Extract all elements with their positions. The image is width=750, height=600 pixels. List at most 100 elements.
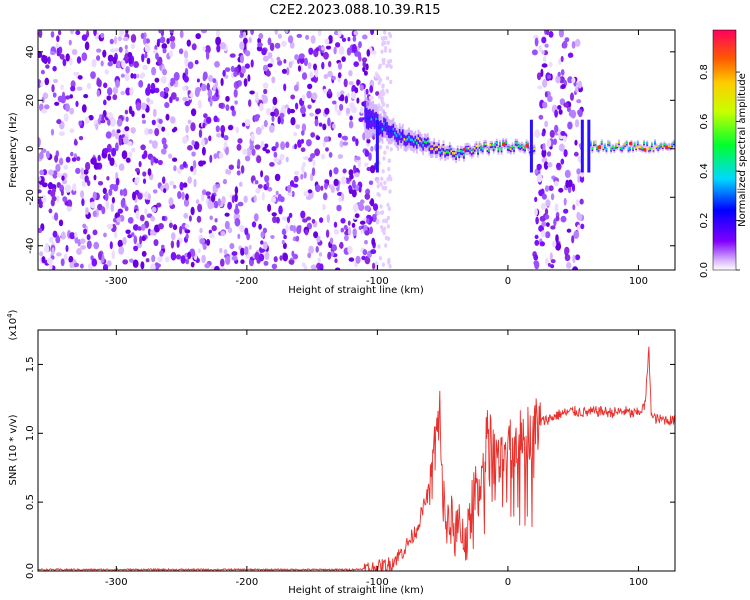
spectrogram-noise-cell bbox=[310, 77, 316, 82]
spectrogram-noise-cell bbox=[38, 51, 43, 58]
signal-core bbox=[616, 144, 619, 147]
spectrogram-noise-cell bbox=[163, 143, 168, 150]
signal-core bbox=[384, 123, 387, 126]
spectrogram-noise-cell bbox=[200, 138, 205, 147]
signal-vertical-streak bbox=[587, 119, 591, 173]
spectrogram-noise-cell bbox=[376, 210, 380, 216]
spectrogram-noise-cell bbox=[347, 37, 351, 42]
spectrogram-noise-cell bbox=[365, 255, 369, 264]
spectrogram-noise-cell bbox=[249, 144, 255, 151]
spectrogram-noise-cell bbox=[381, 83, 385, 88]
signal-core bbox=[401, 133, 404, 136]
spectrogram-noise-cell bbox=[122, 236, 127, 245]
spectrogram-noise-cell bbox=[90, 71, 96, 79]
signal-core bbox=[655, 145, 658, 148]
spectrogram-noise-cell bbox=[534, 234, 539, 240]
spectrogram-noise-cell bbox=[300, 106, 306, 115]
spectrogram-noise-cell bbox=[303, 191, 308, 197]
spectrogram-noise-cell bbox=[329, 237, 334, 244]
spectrogram-noise-cell bbox=[75, 100, 79, 107]
spectrogram-noise-cell bbox=[571, 77, 576, 83]
spectrogram-noise-cell bbox=[242, 122, 246, 127]
spectrogram-noise-cell bbox=[145, 258, 150, 263]
spectrogram-noise-cell bbox=[175, 97, 179, 102]
spectrogram-noise-cell bbox=[531, 49, 538, 56]
spectrogram-noise-cell bbox=[115, 79, 120, 88]
spectrogram-noise-cell bbox=[60, 258, 65, 267]
spectrogram-noise-cell bbox=[314, 69, 319, 78]
spectrogram-noise-cell bbox=[325, 45, 332, 50]
spectrogram-x-axis-label: Height of straight line (km) bbox=[288, 285, 424, 296]
spectrogram-noise-cell bbox=[44, 245, 50, 253]
spectrogram-noise-cell bbox=[154, 77, 160, 83]
spectrogram-noise-cell bbox=[139, 214, 145, 222]
spectrogram-noise-cell bbox=[547, 262, 551, 267]
spectrogram-noise-cell bbox=[303, 264, 308, 270]
spectrogram-noise-cell bbox=[142, 171, 147, 177]
snr-y-ticks: 0.0 0.5 1.0 1.5 bbox=[25, 356, 675, 579]
spectrogram-noise-cell bbox=[215, 125, 220, 133]
spectrogram-noise-cell bbox=[158, 118, 163, 125]
spectrogram-noise-cell bbox=[542, 101, 548, 109]
spectrogram-noise-cell bbox=[144, 52, 148, 59]
spectrogram-noise-cell bbox=[210, 194, 216, 203]
spectrogram-noise-cell bbox=[104, 192, 109, 202]
spectrogram-noise-cell bbox=[263, 120, 268, 128]
spectrogram-noise-cell bbox=[330, 185, 335, 194]
spectrogram-noise-cell bbox=[387, 206, 391, 211]
spectrogram-noise-cell bbox=[203, 113, 208, 119]
spectrogram-noise-cell bbox=[140, 144, 146, 151]
spectrogram-noise-cell bbox=[359, 84, 364, 91]
spectrogram-noise-cell bbox=[287, 35, 294, 44]
spectrogram-noise-cell bbox=[545, 231, 551, 239]
spectrogram-noise-cell bbox=[107, 223, 113, 230]
spectrogram-noise-cell bbox=[576, 168, 581, 175]
snr-x-tick-label: -300 bbox=[105, 577, 128, 588]
spectrogram-noise-cell bbox=[122, 36, 129, 42]
spectrogram-noise-cell bbox=[548, 185, 554, 192]
spectrogram-noise-cell bbox=[267, 187, 273, 192]
spectrogram-noise-cell bbox=[237, 138, 243, 144]
signal-core bbox=[635, 146, 638, 149]
spectrogram-noise-cell bbox=[543, 161, 549, 170]
spectrogram-noise-cell bbox=[576, 224, 581, 231]
spectrogram-noise-cell bbox=[201, 146, 206, 156]
spectrogram-noise-cell bbox=[146, 57, 151, 65]
signal-core bbox=[663, 142, 666, 146]
spectrogram-noise-cell bbox=[560, 69, 565, 76]
spectrogram-noise-cell bbox=[209, 154, 213, 163]
signal-peak bbox=[501, 142, 506, 147]
spectrogram-noise-cell bbox=[257, 184, 263, 189]
spectrogram-noise-cell bbox=[364, 230, 370, 236]
signal-core bbox=[608, 142, 611, 145]
spectrogram-noise-cell bbox=[377, 192, 381, 198]
spectrogram-noise-cell bbox=[227, 125, 234, 131]
spectrogram-noise-cell bbox=[236, 214, 241, 219]
signal-core bbox=[488, 149, 490, 152]
spectrogram-noise-cell bbox=[187, 145, 193, 151]
spectrogram-noise-cell bbox=[376, 220, 380, 225]
spectrogram-noise-cell bbox=[73, 71, 79, 76]
spectrogram-noise-cell bbox=[335, 42, 341, 48]
spectrogram-noise-cell bbox=[114, 230, 118, 239]
signal-core bbox=[600, 140, 603, 144]
spectrogram-noise-cell bbox=[150, 82, 156, 91]
spectrogram-noise-cell bbox=[209, 203, 215, 209]
signal-core bbox=[398, 132, 401, 136]
spectrogram-noise-cell bbox=[359, 220, 366, 225]
spectrogram-noise-cell bbox=[40, 81, 44, 87]
spectrogram-noise-cell bbox=[194, 60, 199, 65]
spectrogram-y-tick-label: 40 bbox=[25, 45, 36, 58]
spectrogram-noise-cell bbox=[78, 136, 84, 141]
spectrogram-noise-cell bbox=[205, 51, 210, 60]
spectrogram-noise-cell bbox=[224, 67, 231, 72]
spectrogram-noise-cell bbox=[575, 199, 580, 207]
spectrogram-noise-cell bbox=[158, 30, 163, 34]
spectrogram-noise-cell bbox=[118, 46, 123, 53]
spectrogram-noise-cell bbox=[355, 138, 359, 147]
spectrogram-noise-cell bbox=[559, 98, 566, 106]
signal-core bbox=[603, 144, 606, 148]
spectrogram-noise-cell bbox=[555, 234, 559, 243]
spectrogram-noise-cell bbox=[92, 210, 97, 217]
spectrogram-noise-cell bbox=[541, 148, 547, 158]
